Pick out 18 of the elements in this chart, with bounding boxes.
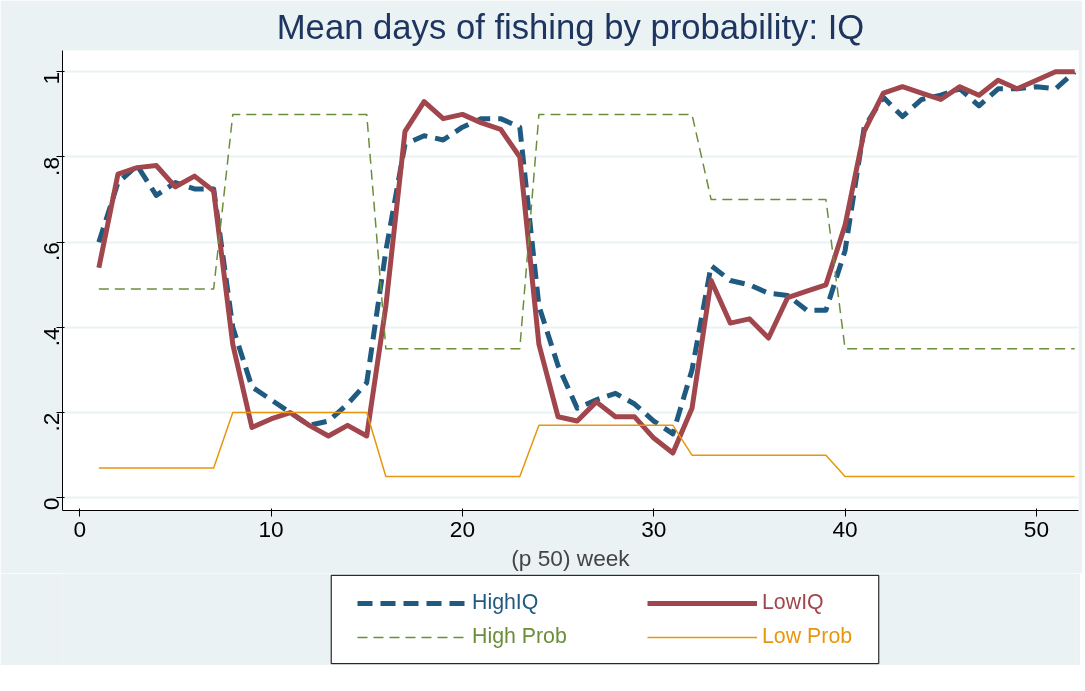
x-axis-title: (p 50) week — [511, 544, 631, 571]
x-tick-label: 0 — [73, 515, 87, 542]
text: HighIQ — [472, 590, 539, 615]
x-tick-label: 20 — [449, 515, 475, 542]
x-tick-label: 10 — [258, 515, 284, 542]
text: LowIQ — [762, 590, 824, 615]
y-tick-label: 1 — [38, 71, 64, 85]
y-tick-label: 0 — [38, 497, 64, 511]
y-tick-label: .2 — [38, 412, 64, 432]
text: Low Prob — [762, 624, 853, 649]
x-tick-label: 50 — [1023, 515, 1050, 542]
x-tick-label: 40 — [832, 515, 858, 542]
text: High Prob — [472, 624, 567, 649]
y-tick-label: .8 — [38, 156, 64, 176]
y-tick-label: .4 — [38, 327, 64, 347]
y-tick-label: .6 — [38, 242, 64, 262]
x-tick-label: 30 — [641, 515, 667, 542]
chart-title: Mean days of fishing by probability: IQ — [276, 7, 865, 46]
